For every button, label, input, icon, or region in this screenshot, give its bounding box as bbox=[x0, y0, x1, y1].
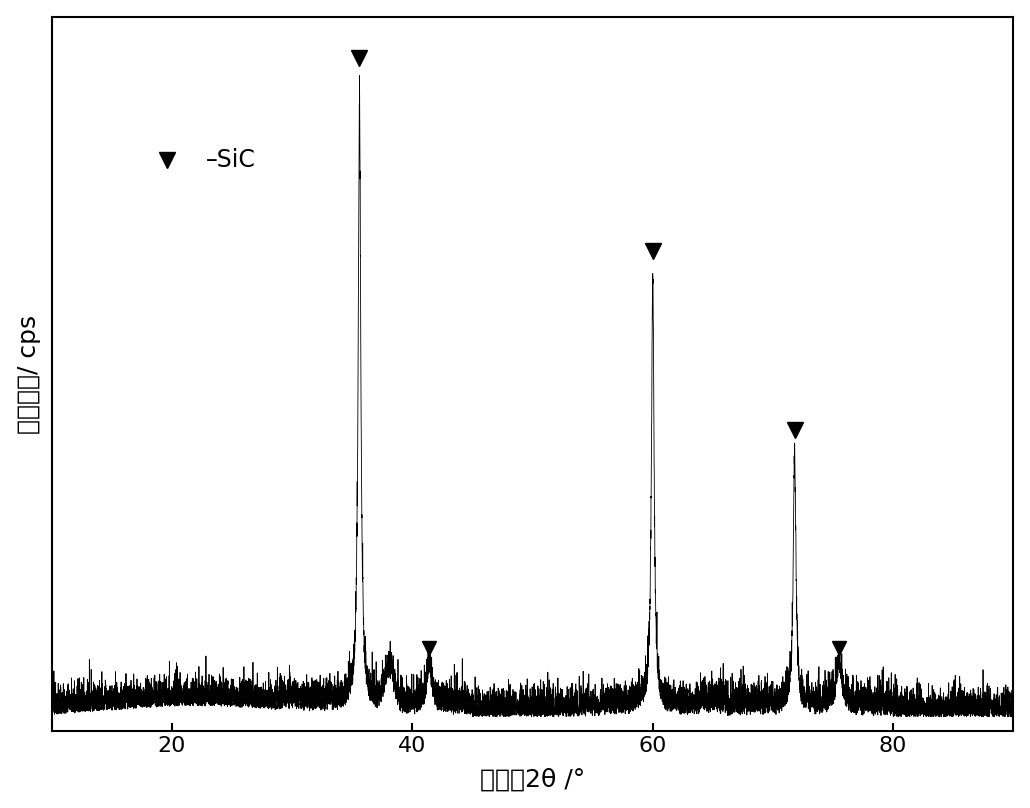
Y-axis label: 衍射强度/ cps: 衍射强度/ cps bbox=[16, 314, 40, 434]
X-axis label: 衍射角2θ /°: 衍射角2θ /° bbox=[480, 768, 585, 791]
Text: –SiC: –SiC bbox=[206, 148, 255, 171]
